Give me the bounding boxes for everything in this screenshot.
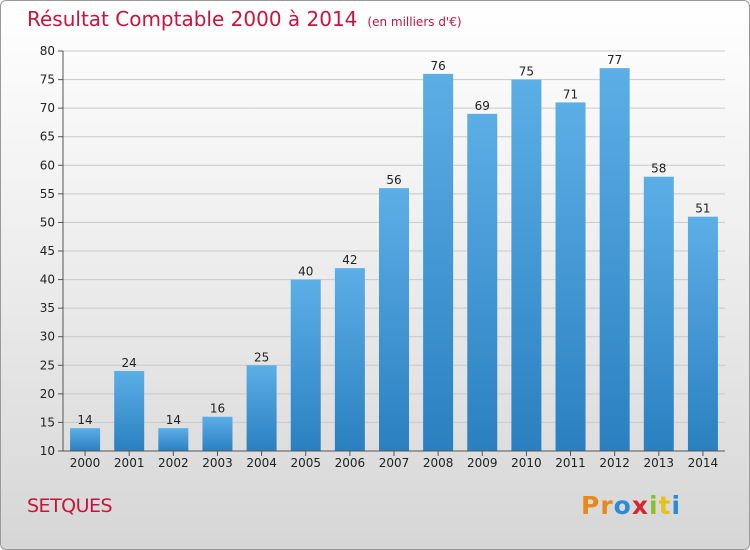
x-tick-label-2006: 2006 xyxy=(335,456,366,470)
y-tick-label: 25 xyxy=(40,358,55,372)
x-tick-label-2000: 2000 xyxy=(70,456,101,470)
data-label-2010: 75 xyxy=(519,65,534,79)
bar-2014 xyxy=(687,216,718,451)
y-tick-label: 80 xyxy=(40,44,55,58)
y-tick-label: 70 xyxy=(40,101,55,115)
data-label-2003: 16 xyxy=(210,402,225,416)
x-tick-label-2009: 2009 xyxy=(467,456,498,470)
title-text: Résultat Comptable 2000 à 2014 xyxy=(27,7,358,31)
data-label-2012: 77 xyxy=(607,53,622,67)
bar-2006 xyxy=(334,268,365,451)
y-tick-label: 45 xyxy=(40,244,55,258)
x-tick-label-2008: 2008 xyxy=(423,456,454,470)
data-label-2005: 40 xyxy=(298,265,313,279)
bar-2004 xyxy=(246,365,277,451)
bar-2013 xyxy=(643,176,674,451)
data-label-2004: 25 xyxy=(254,350,269,364)
logo-letter: P xyxy=(581,491,601,520)
data-label-2011: 71 xyxy=(563,87,578,101)
y-tick-label: 60 xyxy=(40,158,55,172)
proxiti-logo[interactable]: Proxiti xyxy=(581,491,681,520)
data-label-2006: 42 xyxy=(342,253,357,267)
x-tick-label-2005: 2005 xyxy=(290,456,321,470)
logo-letter: t xyxy=(658,491,672,520)
bar-2007 xyxy=(379,188,409,451)
bar-2001 xyxy=(114,371,145,451)
chart-title: Résultat Comptable 2000 à 2014 (en millie… xyxy=(27,7,462,31)
data-label-2001: 24 xyxy=(122,356,137,370)
y-tick-label: 40 xyxy=(40,273,55,287)
logo-letter: i xyxy=(649,491,659,520)
y-tick-label: 15 xyxy=(40,415,55,429)
data-label-2002: 14 xyxy=(166,413,181,427)
bar-2002 xyxy=(158,428,189,451)
bar-2009 xyxy=(467,113,498,451)
y-tick-label: 75 xyxy=(40,73,55,87)
bar-2011 xyxy=(555,102,586,451)
bar-2012 xyxy=(599,68,630,452)
bar-2005 xyxy=(290,279,321,451)
data-label-2009: 69 xyxy=(475,99,490,113)
chart-subtitle: (en milliers d'€) xyxy=(367,15,462,29)
x-tick-label-2004: 2004 xyxy=(246,456,277,470)
x-tick-label-2010: 2010 xyxy=(511,456,542,470)
axes: 10 15 20 25 30 35 40 45 50 55 60 65 70 75 80 2000 2001 20… xyxy=(40,44,725,470)
y-tick-label: 20 xyxy=(40,387,55,401)
data-label-2013: 58 xyxy=(651,162,666,176)
commune-name: SETQUES xyxy=(27,495,113,517)
logo-letter: r xyxy=(600,491,614,520)
data-label-2014: 51 xyxy=(695,202,710,216)
value-labels: 14 24 14 16 25 40 42 56 76 69 75 71 77 58 51 xyxy=(77,53,710,427)
bar-2008 xyxy=(423,73,454,451)
bars xyxy=(70,68,718,452)
bar-2010 xyxy=(511,79,542,452)
x-tick-label-2002: 2002 xyxy=(158,456,189,470)
data-label-2000: 14 xyxy=(77,413,92,427)
bar-2000 xyxy=(70,428,101,451)
data-label-2007: 56 xyxy=(386,173,401,187)
x-tick-label-2013: 2013 xyxy=(644,456,675,470)
y-tick-label: 10 xyxy=(40,444,55,458)
logo-letter: x xyxy=(631,491,649,520)
data-label-2008: 76 xyxy=(430,59,445,73)
x-tick-label-2007: 2007 xyxy=(379,456,410,470)
logo-letter: i xyxy=(671,491,682,520)
bar-2003 xyxy=(202,416,233,451)
logo-letter: o xyxy=(613,491,632,520)
y-tick-label: 65 xyxy=(40,130,55,144)
y-tick-label: 55 xyxy=(40,187,55,201)
x-tick-label-2003: 2003 xyxy=(202,456,233,470)
x-tick-label-2011: 2011 xyxy=(555,456,586,470)
y-tick-label: 30 xyxy=(40,330,55,344)
x-tick-label-2014: 2014 xyxy=(688,456,719,470)
y-tick-label: 35 xyxy=(40,301,55,315)
x-tick-label-2012: 2012 xyxy=(599,456,630,470)
x-tick-label-2001: 2001 xyxy=(114,456,145,470)
y-tick-label: 50 xyxy=(40,215,55,229)
